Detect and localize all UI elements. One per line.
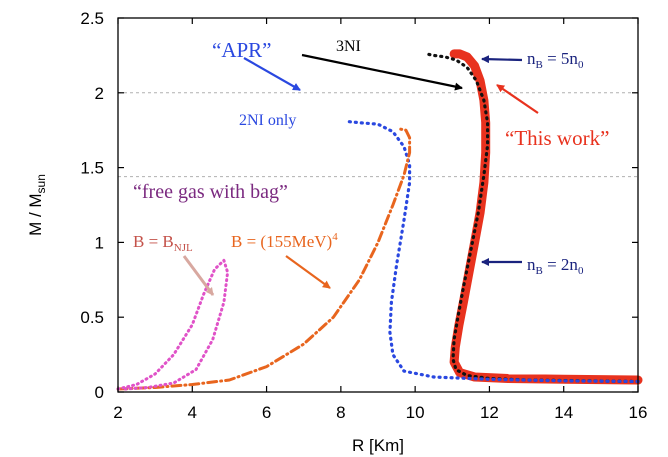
y-axis-label-main: M / M: [26, 193, 45, 236]
b-njl-prefix: B = B: [133, 232, 174, 251]
nb2-sub-0: 0: [578, 265, 584, 277]
2ni-only-label: 2NI only: [239, 112, 296, 129]
curves: [116, 49, 643, 391]
series-bag-155: [116, 127, 412, 391]
x-tick-label-16: 16: [629, 403, 648, 422]
nb-5n0-label: nB = 5n0: [527, 49, 584, 71]
series-2ni: [343, 119, 640, 384]
this-work-label: “This work”: [505, 126, 609, 150]
nb2-mid: = 2n: [543, 255, 579, 274]
x-tick-label-8: 8: [336, 403, 345, 422]
nb5-mid: = 5n: [543, 49, 579, 68]
nb5-sub-0: 0: [578, 59, 584, 71]
nb5-n: n: [527, 49, 536, 68]
reference-lines: [118, 92, 638, 178]
y-tick-label-0: 0: [95, 383, 104, 402]
series-bag-njl: [116, 258, 230, 391]
y-tick-label-5: 2.5: [80, 9, 104, 28]
apr-label: “APR”: [212, 38, 272, 62]
b-njl-sub: NJL: [174, 242, 193, 254]
axis-ticks: 2 4 6 8 10 12 14 16 0 0.5 1 1.5 2 2.5: [80, 9, 647, 422]
nb2-sub-b: B: [536, 265, 543, 277]
x-tick-label-10: 10: [406, 403, 425, 422]
b-155-prefix: B = (155MeV): [231, 232, 332, 251]
x-tick-label-4: 4: [188, 403, 197, 422]
series-this-work: [449, 49, 643, 385]
y-axis-label: M / Msun: [26, 174, 48, 236]
y-tick-label-2: 1: [95, 233, 104, 252]
x-axis-label: R [Km]: [352, 436, 404, 455]
y-tick-label-1: 0.5: [80, 308, 104, 327]
x-tick-label-14: 14: [554, 403, 573, 422]
apr-arrow: [301, 53, 463, 91]
nb-2n0-label: nB = 2n0: [527, 255, 584, 277]
y-tick-label-3: 1.5: [80, 159, 104, 178]
y-axis-label-sub: sun: [34, 174, 48, 193]
x-tick-label-12: 12: [480, 403, 499, 422]
nb-5n0-arrow: [481, 55, 523, 64]
b-155-sup: 4: [332, 231, 338, 243]
b-155-label: B = (155MeV)4: [231, 231, 338, 251]
x-tick-label-2: 2: [113, 403, 122, 422]
y-tick-label-4: 2: [95, 84, 104, 103]
this-work-arrow: [496, 84, 539, 114]
2ni-arrow: [243, 57, 301, 91]
x-tick-label-6: 6: [262, 403, 271, 422]
b-155-arrow: [285, 255, 331, 289]
free-gas-label: “free gas with bag”: [133, 181, 288, 203]
b-njl-arrow: [182, 255, 215, 296]
series-apr: [424, 52, 640, 384]
nb5-sub-b: B: [536, 59, 543, 71]
nb2-n: n: [527, 255, 536, 274]
b-njl-label: B = BNJL: [133, 232, 193, 254]
3ni-label: 3NI: [336, 38, 361, 55]
plot-frame: [117, 17, 639, 393]
